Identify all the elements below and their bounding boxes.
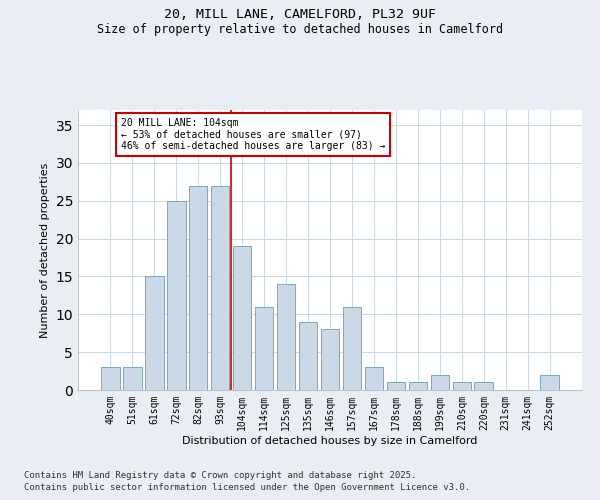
- Bar: [365, 368, 383, 390]
- Bar: [277, 284, 295, 390]
- Bar: [386, 382, 405, 390]
- Text: 20, MILL LANE, CAMELFORD, PL32 9UF: 20, MILL LANE, CAMELFORD, PL32 9UF: [164, 8, 436, 20]
- Bar: [189, 186, 208, 390]
- Bar: [167, 201, 185, 390]
- Bar: [541, 375, 559, 390]
- Bar: [452, 382, 471, 390]
- Bar: [101, 368, 119, 390]
- Text: Size of property relative to detached houses in Camelford: Size of property relative to detached ho…: [97, 22, 503, 36]
- Bar: [123, 368, 142, 390]
- Bar: [343, 307, 361, 390]
- Bar: [145, 276, 164, 390]
- Text: 20 MILL LANE: 104sqm
← 53% of detached houses are smaller (97)
46% of semi-detac: 20 MILL LANE: 104sqm ← 53% of detached h…: [121, 118, 386, 151]
- Bar: [299, 322, 317, 390]
- Bar: [233, 246, 251, 390]
- Bar: [409, 382, 427, 390]
- Text: Contains HM Land Registry data © Crown copyright and database right 2025.: Contains HM Land Registry data © Crown c…: [24, 471, 416, 480]
- Y-axis label: Number of detached properties: Number of detached properties: [40, 162, 50, 338]
- Bar: [320, 330, 340, 390]
- Bar: [255, 307, 274, 390]
- X-axis label: Distribution of detached houses by size in Camelford: Distribution of detached houses by size …: [182, 436, 478, 446]
- Bar: [431, 375, 449, 390]
- Bar: [475, 382, 493, 390]
- Text: Contains public sector information licensed under the Open Government Licence v3: Contains public sector information licen…: [24, 484, 470, 492]
- Bar: [211, 186, 229, 390]
